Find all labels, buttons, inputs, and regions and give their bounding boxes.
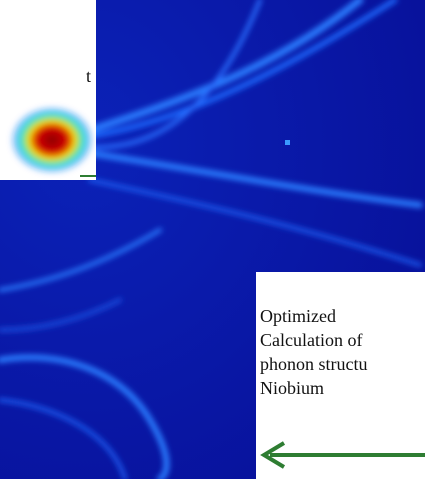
note-text: t	[86, 66, 91, 86]
note-line: Niobium	[260, 378, 324, 398]
figure: t Optimized Calculation of phonon struct…	[0, 0, 425, 479]
note-line: phonon structu	[260, 354, 368, 374]
note-line: Calculation of	[260, 330, 362, 350]
note-line: Optimized	[260, 306, 336, 326]
left-note-box: t	[0, 0, 96, 180]
speck	[285, 140, 290, 145]
right-note-box: Optimized Calculation of phonon structu …	[256, 272, 425, 479]
note-background	[256, 272, 425, 479]
hot-spot-overlay	[10, 106, 94, 174]
